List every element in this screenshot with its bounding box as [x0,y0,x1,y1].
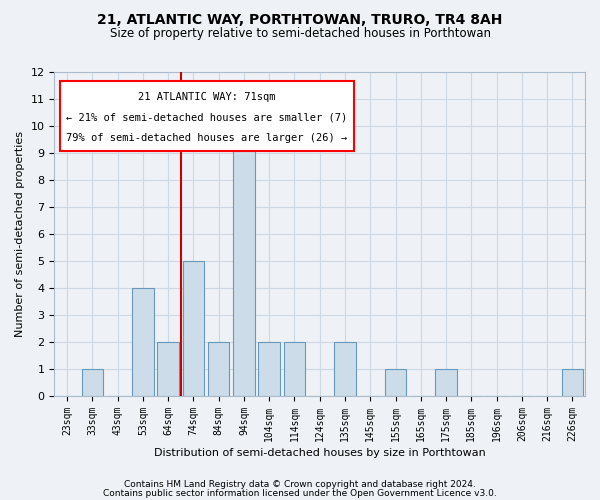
Text: Contains public sector information licensed under the Open Government Licence v3: Contains public sector information licen… [103,488,497,498]
Bar [182,260,204,396]
Bar [82,368,103,396]
X-axis label: Distribution of semi-detached houses by size in Porthtowan: Distribution of semi-detached houses by … [154,448,485,458]
Bar [435,368,457,396]
Y-axis label: Number of semi-detached properties: Number of semi-detached properties [15,130,25,336]
Bar [284,342,305,396]
FancyBboxPatch shape [60,81,354,151]
Text: 79% of semi-detached houses are larger (26) →: 79% of semi-detached houses are larger (… [67,134,347,143]
Text: ← 21% of semi-detached houses are smaller (7): ← 21% of semi-detached houses are smalle… [67,112,347,122]
Text: 21, ATLANTIC WAY, PORTHTOWAN, TRURO, TR4 8AH: 21, ATLANTIC WAY, PORTHTOWAN, TRURO, TR4… [97,12,503,26]
Bar [132,288,154,396]
Bar [208,342,229,396]
Bar [562,368,583,396]
Text: Size of property relative to semi-detached houses in Porthtowan: Size of property relative to semi-detach… [110,28,491,40]
Bar [233,126,254,396]
Bar [259,342,280,396]
Bar [385,368,406,396]
Bar [334,342,356,396]
Bar [157,342,179,396]
Text: Contains HM Land Registry data © Crown copyright and database right 2024.: Contains HM Land Registry data © Crown c… [124,480,476,489]
Text: 21 ATLANTIC WAY: 71sqm: 21 ATLANTIC WAY: 71sqm [138,92,275,102]
